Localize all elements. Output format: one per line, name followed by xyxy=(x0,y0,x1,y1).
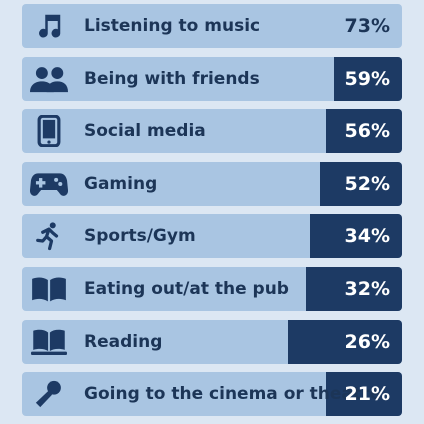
category-label: Gaming xyxy=(84,173,158,194)
bar-row: Being with friends 59% xyxy=(22,56,402,101)
category-label: Eating out/at the pub xyxy=(84,279,289,299)
gamepad-icon xyxy=(30,168,68,200)
microphone-icon xyxy=(30,378,68,410)
bar xyxy=(320,161,402,206)
value-label: 52% xyxy=(344,172,390,195)
book-reading-icon xyxy=(30,326,68,358)
bar-row: Gaming 52% xyxy=(22,161,402,206)
music-note-icon xyxy=(30,10,68,42)
bar-row: Going to the cinema or theatre 21% xyxy=(22,372,402,417)
bar-row: Listening to music 73% xyxy=(22,4,402,48)
people-icon xyxy=(30,63,68,95)
category-label: Being with friends xyxy=(84,68,260,89)
category-label: Reading xyxy=(84,331,163,352)
bar-row: Reading 26% xyxy=(22,319,402,364)
category-label: Social media xyxy=(84,121,206,142)
value-label: 59% xyxy=(344,67,390,90)
bar xyxy=(306,267,402,311)
tablet-icon xyxy=(30,115,68,148)
bar xyxy=(326,109,402,154)
value-label: 73% xyxy=(344,15,390,37)
value-label: 34% xyxy=(344,225,390,248)
value-label: 26% xyxy=(344,330,390,353)
value-label: 56% xyxy=(344,120,390,143)
running-person-icon xyxy=(30,220,68,252)
open-book-icon xyxy=(30,273,68,305)
bar-row: Sports/Gym 34% xyxy=(22,214,402,259)
bar xyxy=(334,56,402,101)
bar-row: Eating out/at the pub 32% xyxy=(22,267,402,311)
bar xyxy=(310,214,402,259)
value-label: 32% xyxy=(344,278,390,300)
bar xyxy=(326,372,402,417)
bar-row: Social media 56% xyxy=(22,109,402,154)
category-label: Listening to music xyxy=(84,16,261,36)
bar xyxy=(288,319,402,364)
category-label: Sports/Gym xyxy=(84,226,196,247)
category-label: Going to the cinema or theatre xyxy=(84,384,381,405)
value-label: 21% xyxy=(344,383,390,406)
